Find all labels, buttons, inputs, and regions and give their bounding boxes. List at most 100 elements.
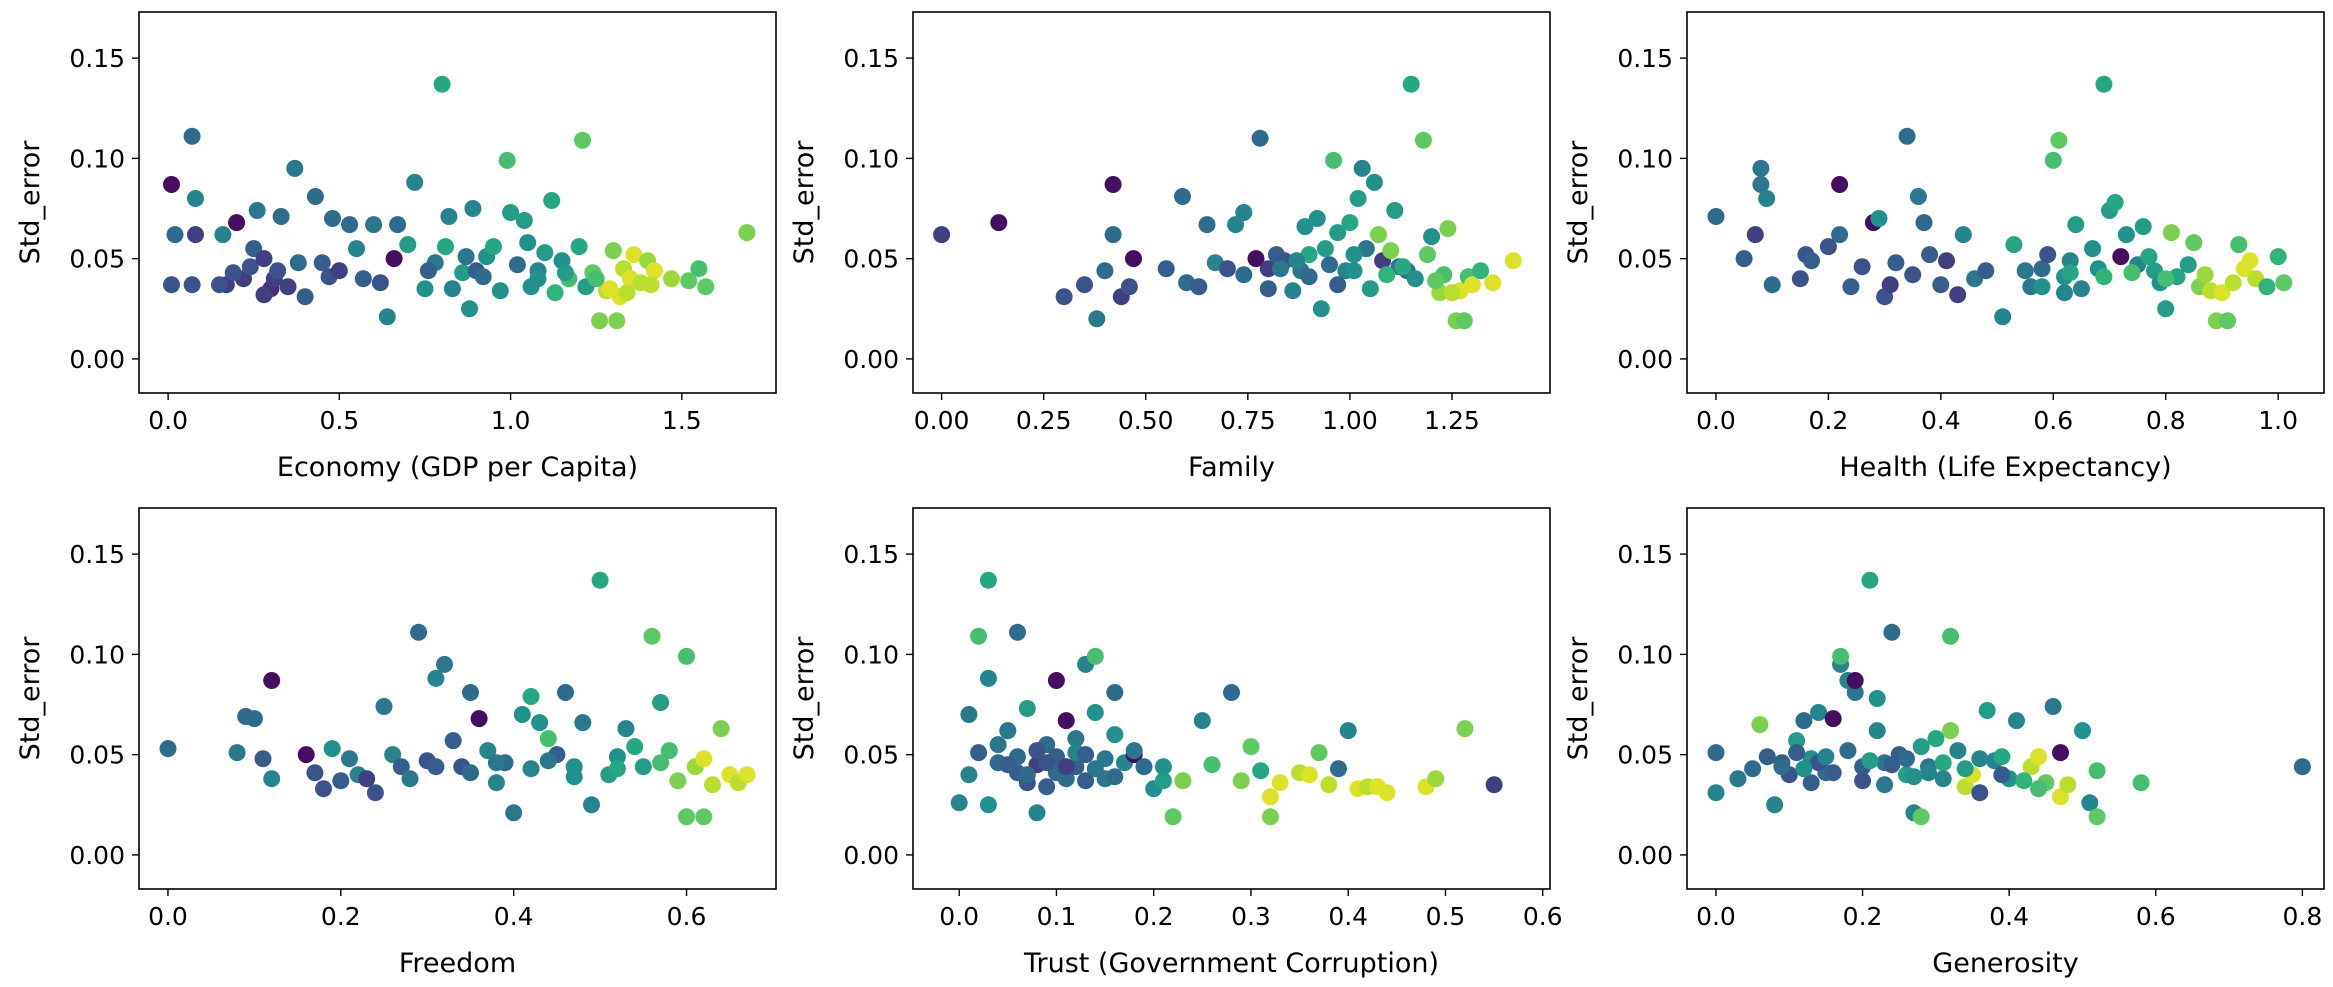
data-point bbox=[513, 706, 531, 723]
y-tick-label: 0.10 bbox=[843, 144, 899, 173]
data-point bbox=[1378, 266, 1396, 284]
data-point bbox=[608, 748, 626, 766]
data-point bbox=[1320, 776, 1338, 794]
x-tick-label: 0.2 bbox=[321, 902, 361, 931]
data-point bbox=[2106, 194, 2124, 211]
data-point bbox=[1086, 704, 1104, 721]
data-point bbox=[2269, 248, 2287, 266]
data-point bbox=[1057, 758, 1075, 776]
data-point bbox=[539, 730, 557, 748]
x-tick-label: 0.50 bbox=[1118, 406, 1174, 435]
y-tick-label: 0.05 bbox=[69, 245, 125, 274]
data-point bbox=[1819, 238, 1837, 256]
data-point bbox=[680, 272, 698, 290]
y-tick-label: 0.15 bbox=[69, 540, 125, 569]
data-point bbox=[678, 647, 695, 665]
data-point bbox=[1803, 252, 1820, 270]
data-point bbox=[341, 750, 358, 768]
data-point bbox=[1157, 260, 1175, 278]
x-axis-label: Family bbox=[1188, 452, 1275, 483]
data-point bbox=[464, 200, 482, 217]
data-point bbox=[1853, 258, 1871, 276]
data-point bbox=[485, 238, 502, 256]
data-point bbox=[2016, 262, 2034, 280]
x-tick-label: 0.4 bbox=[1921, 406, 1961, 435]
data-point bbox=[1735, 250, 1753, 268]
data-point bbox=[1861, 571, 1879, 589]
data-point bbox=[697, 278, 715, 296]
data-point bbox=[1088, 310, 1106, 328]
data-point bbox=[2230, 236, 2248, 254]
y-tick-label: 0.15 bbox=[69, 44, 125, 73]
data-point bbox=[678, 808, 695, 826]
data-point bbox=[1934, 770, 1952, 788]
x-tick-label: 0.1 bbox=[1037, 902, 1077, 931]
data-point bbox=[1174, 188, 1191, 205]
data-point bbox=[2044, 698, 2062, 715]
data-point bbox=[1076, 276, 1093, 294]
data-point bbox=[323, 740, 341, 758]
data-point bbox=[454, 264, 472, 282]
data-point bbox=[2095, 268, 2113, 286]
data-point bbox=[2224, 274, 2242, 292]
data-point bbox=[1218, 260, 1236, 278]
data-point bbox=[440, 208, 458, 225]
data-point bbox=[1439, 220, 1457, 238]
data-point bbox=[1203, 756, 1221, 774]
y-tick-label: 0.10 bbox=[69, 144, 125, 173]
data-point bbox=[625, 246, 643, 264]
data-point bbox=[228, 214, 246, 232]
data-point bbox=[1349, 190, 1367, 207]
data-point bbox=[297, 746, 315, 764]
data-point bbox=[642, 276, 660, 294]
data-point bbox=[1055, 288, 1073, 306]
data-point bbox=[2061, 264, 2079, 282]
y-tick-label: 0.15 bbox=[1617, 540, 1673, 569]
data-point bbox=[2157, 270, 2175, 288]
data-point bbox=[462, 764, 479, 782]
data-point bbox=[1912, 738, 1930, 756]
data-point bbox=[643, 627, 661, 645]
y-tick-label: 0.00 bbox=[843, 345, 899, 374]
data-point bbox=[163, 276, 180, 294]
data-point bbox=[704, 776, 721, 794]
data-point bbox=[1846, 672, 1864, 689]
data-point bbox=[1868, 690, 1886, 707]
data-point bbox=[1485, 776, 1503, 794]
data-point bbox=[2015, 772, 2033, 790]
data-point bbox=[1406, 270, 1424, 288]
y-axis-label: Std_error bbox=[1563, 140, 1594, 265]
data-point bbox=[1883, 756, 1901, 774]
data-point bbox=[1758, 748, 1776, 766]
data-point bbox=[1382, 242, 1400, 260]
data-point bbox=[1905, 768, 1923, 786]
data-point bbox=[166, 226, 184, 244]
data-point bbox=[1402, 75, 1420, 93]
data-point bbox=[2123, 264, 2141, 282]
plot-frame bbox=[1686, 11, 2325, 394]
data-point bbox=[1261, 788, 1279, 806]
data-point bbox=[604, 242, 622, 260]
y-tick-label: 0.10 bbox=[69, 640, 125, 669]
plot-frame bbox=[138, 11, 777, 394]
y-tick-label: 0.00 bbox=[1617, 345, 1673, 374]
data-point bbox=[263, 770, 281, 788]
y-tick-label: 0.10 bbox=[843, 640, 899, 669]
data-point bbox=[1198, 216, 1216, 234]
data-point bbox=[1086, 647, 1104, 665]
data-point bbox=[1414, 131, 1432, 149]
data-point bbox=[389, 216, 407, 234]
data-point bbox=[1106, 726, 1124, 744]
data-point bbox=[348, 240, 365, 258]
y-tick-label: 0.05 bbox=[1617, 245, 1673, 274]
data-point bbox=[515, 212, 533, 229]
data-point bbox=[1067, 730, 1085, 748]
data-point bbox=[245, 710, 263, 728]
data-point bbox=[2030, 748, 2047, 766]
data-point bbox=[1954, 226, 1972, 244]
data-point bbox=[1272, 260, 1289, 278]
x-tick-label: 0.2 bbox=[1809, 406, 1849, 435]
data-point bbox=[1788, 732, 1806, 750]
data-point bbox=[341, 216, 359, 234]
